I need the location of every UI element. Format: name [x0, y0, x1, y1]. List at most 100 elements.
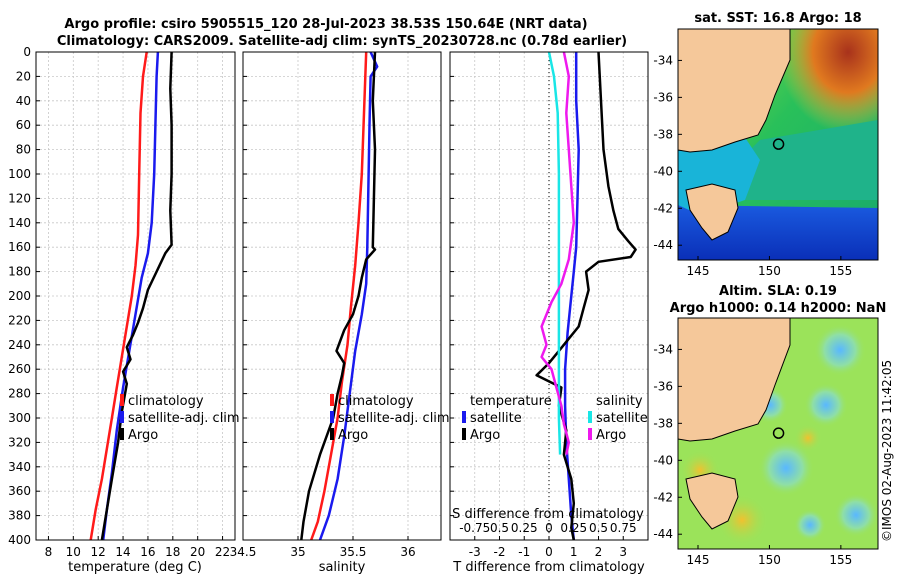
legend-swatch-s-satellite: [588, 411, 592, 423]
series-line-argo: [100, 52, 173, 540]
temperature-panel: 0 20 40 60 80 100 120 140 160 180 200 220 240 260 280 3…: [8, 45, 240, 575]
legend-swatch-s-argo: [588, 428, 592, 440]
map-y-tick-label: -40: [653, 453, 673, 467]
x-tick-label: 14: [115, 545, 130, 559]
sst-map-ticks: 145 150 155 -34 -36 -38 -40 -42 -44: [653, 53, 852, 278]
temperature-legend: climatology satellite-adj. clim Argo: [120, 394, 240, 443]
difference-ticks: -3 -2 -1 0 1 2 3: [450, 51, 627, 559]
figure-title-line2: Climatology: CARS2009. Satellite-adj cli…: [57, 34, 627, 49]
y-tick-label: 340: [8, 460, 31, 474]
series-line-argo: [300, 52, 377, 540]
sst-argo-position-marker: [772, 138, 785, 150]
top-x-tick-label: 0.5: [490, 521, 509, 535]
sst-tasmania-land: [685, 183, 739, 241]
x-tick-label: 16: [140, 545, 155, 559]
sst-map-field: [678, 29, 878, 260]
sla-map-title-line2: Argo h1000: 0.14 h2000: NaN: [670, 301, 887, 316]
x-tick-label: 20: [190, 545, 205, 559]
legend-swatch-argo: [330, 428, 334, 440]
sst-map-title: sat. SST: 16.8 Argo: 18: [694, 11, 861, 26]
map-y-tick-label: -40: [653, 164, 673, 178]
y-tick-label: 280: [8, 387, 31, 401]
legend-label-satellite: satellite-adj. clim: [128, 411, 240, 426]
map-y-tick-label: -36: [653, 379, 673, 393]
legend-label-s-satellite: satellite: [596, 411, 648, 426]
legend-label-climatology: climatology: [128, 394, 204, 409]
map-x-tick-label: 155: [829, 553, 852, 567]
temperature-grid: [36, 51, 235, 541]
legend-swatch-t-satellite: [462, 411, 466, 423]
y-tick-label: 380: [8, 509, 31, 523]
sla-argo-position-marker: [772, 427, 785, 439]
legend-title-temperature: temperature: [470, 394, 552, 409]
difference-legend: temperature satellite Argo salinity sate…: [462, 394, 648, 443]
top-x-tick-label: -0.75: [459, 521, 490, 535]
legend-swatch-satellite: [120, 411, 124, 423]
x-tick-label: -2: [494, 545, 506, 559]
series-line-climatology: [89, 52, 148, 540]
series-line-s-argo: [540, 52, 576, 455]
temperature-xlabel: temperature (deg C): [68, 560, 202, 575]
sla-map-field: [678, 318, 878, 549]
difference-s-ticklabels: -0.75 0.5 0.25 0 0.25 0.5 0.75: [459, 521, 636, 535]
top-x-tick-label: 0.75: [610, 521, 637, 535]
y-tick-label: 100: [8, 167, 31, 181]
sla-map: Altim. SLA: 0.19 Argo h1000: 0.14 h2000:…: [653, 284, 886, 567]
imos-credit: ©IMOS 02-Aug-2023 11:42:05: [880, 360, 894, 542]
map-y-tick-label: -42: [653, 201, 673, 215]
y-tick-label: 140: [8, 216, 31, 230]
y-tick-label: 20: [16, 69, 31, 83]
sla-map-frame: [677, 317, 879, 550]
x-tick-label: 35.5: [340, 545, 367, 559]
series-line-climatology: [310, 52, 368, 540]
top-x-tick-label: 0.25: [560, 521, 587, 535]
legend-title-salinity: salinity: [596, 394, 643, 409]
temperature-series: [89, 52, 173, 540]
top-x-tick-label: 0.5: [589, 521, 608, 535]
sst-map: sat. SST: 16.8 Argo: 18 145 150 155 -34 -36 -…: [653, 11, 879, 278]
x-tick-label: 35: [290, 545, 305, 559]
y-tick-label: 60: [16, 118, 31, 132]
sla-map-ticks: 145 150 155 -34 -36 -38 -40 -42 -44: [653, 342, 852, 567]
series-line-satellite-adj-clim: [318, 52, 379, 540]
difference-xlabel: T difference from climatology: [452, 560, 645, 575]
salinity-grid: [242, 51, 441, 541]
y-tick-label: 300: [8, 411, 31, 425]
map-x-tick-label: 150: [758, 553, 781, 567]
x-tick-label: 2: [595, 545, 603, 559]
x-tick-label: 10: [66, 545, 81, 559]
sla-blob: [794, 509, 826, 541]
map-y-tick-label: -44: [653, 527, 673, 541]
salinity-panel: 34.5 35 35.5 36 climatology satellite-adj. …: [230, 51, 450, 575]
map-x-tick-label: 145: [687, 264, 710, 278]
sla-blob: [804, 383, 848, 427]
map-y-tick-label: -38: [653, 416, 673, 430]
x-tick-label: 8: [45, 545, 53, 559]
series-line-t-argo: [535, 52, 637, 540]
legend-swatch-satellite: [330, 411, 334, 423]
sla-tasmania-land: [685, 472, 739, 530]
x-tick-label: 18: [165, 545, 180, 559]
legend-label-argo: Argo: [128, 428, 158, 443]
sst-map-frame: [677, 28, 879, 261]
legend-label-satellite: satellite-adj. clim: [338, 411, 450, 426]
legend-swatch-t-argo: [462, 428, 466, 440]
sla-warm-blob: [794, 424, 822, 452]
map-y-tick-label: -34: [653, 342, 673, 356]
x-tick-label: -1: [518, 545, 530, 559]
y-tick-label: 80: [16, 143, 31, 157]
y-tick-label: 0: [23, 45, 31, 59]
sla-australia-land: [678, 318, 791, 442]
sla-blob: [758, 440, 814, 496]
sla-map-title-line1: Altim. SLA: 0.19: [719, 284, 837, 299]
y-tick-label: 180: [8, 265, 31, 279]
x-tick-label: 34.5: [230, 545, 257, 559]
difference-series: [535, 52, 637, 540]
x-tick-label: 0: [545, 545, 553, 559]
difference-grid: [450, 51, 648, 541]
y-tick-label: 260: [8, 362, 31, 376]
temperature-ticks: 0 20 40 60 80 100 120 140 160 180 200 220 240 260 280 3…: [8, 45, 230, 559]
x-tick-label: 36: [400, 545, 415, 559]
legend-label-argo: Argo: [338, 428, 368, 443]
